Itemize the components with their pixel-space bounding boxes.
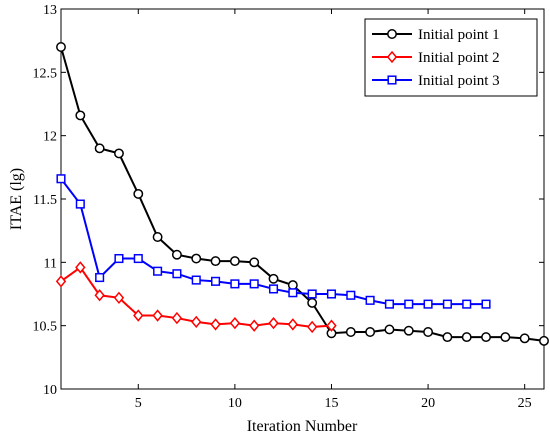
- data-point: [345, 327, 356, 337]
- series-layer: [55, 42, 549, 346]
- data-point: [75, 110, 86, 121]
- data-point: [481, 332, 491, 343]
- data-point: [230, 279, 240, 289]
- data-point: [56, 174, 66, 184]
- legend-item: Initial point 3: [372, 73, 500, 89]
- data-point: [307, 297, 318, 308]
- legend-marker: [386, 50, 398, 64]
- legend-label: Initial point 1: [418, 27, 500, 43]
- data-point: [442, 299, 452, 309]
- x-tick-label: 25: [518, 396, 532, 411]
- legend-label: Initial point 3: [418, 73, 500, 89]
- y-axis-label: ITAE (lg): [8, 168, 25, 230]
- data-point: [191, 253, 202, 264]
- data-point: [229, 256, 240, 267]
- data-point: [306, 320, 318, 334]
- data-point: [384, 324, 395, 335]
- legend-item: Initial point 2: [372, 50, 500, 66]
- data-point: [210, 318, 221, 331]
- data-point: [75, 261, 86, 274]
- data-point: [268, 316, 279, 330]
- data-point: [268, 284, 279, 294]
- data-point: [191, 315, 202, 329]
- y-tick-label: 12: [43, 130, 57, 145]
- data-point: [249, 319, 260, 332]
- data-point: [172, 269, 182, 279]
- legend-marker: [387, 75, 397, 85]
- data-point: [152, 309, 163, 322]
- y-tick-label: 11: [44, 256, 57, 271]
- data-point: [56, 42, 66, 52]
- data-point: [365, 295, 375, 305]
- data-point: [404, 299, 414, 309]
- data-point: [481, 299, 491, 309]
- data-point: [171, 249, 182, 260]
- x-tick-label: 5: [135, 396, 142, 411]
- data-point: [539, 335, 549, 346]
- data-point: [114, 253, 124, 264]
- data-point: [133, 188, 144, 199]
- data-point: [152, 232, 163, 242]
- data-point: [210, 256, 221, 267]
- data-point: [346, 290, 356, 300]
- data-point: [211, 276, 221, 286]
- x-tick-label: 15: [324, 396, 338, 411]
- x-tick-label: 20: [421, 396, 435, 411]
- data-point: [171, 311, 183, 325]
- legend: Initial point 1 Initial point 2 Initial po…: [364, 18, 538, 97]
- data-point: [461, 332, 472, 343]
- data-point: [403, 325, 414, 336]
- data-point: [153, 266, 163, 276]
- data-point: [288, 288, 298, 298]
- data-point: [249, 257, 260, 268]
- data-point: [94, 289, 105, 302]
- legend-marker: [387, 29, 397, 39]
- data-point: [365, 327, 376, 337]
- data-point: [95, 272, 105, 283]
- data-point: [326, 319, 337, 332]
- data-point: [94, 143, 105, 154]
- data-point: [113, 291, 125, 304]
- data-point: [384, 299, 394, 309]
- data-point: [462, 299, 472, 309]
- axis-ticks: 5 10 15 20 25 10 10.5 11 11.5 12 12.5 13: [33, 3, 544, 411]
- legend-item: Initial point 1: [372, 27, 500, 43]
- data-point: [229, 316, 241, 330]
- series-2: [55, 261, 337, 334]
- legend-label: Initial point 2: [418, 50, 500, 66]
- data-point: [133, 253, 143, 264]
- x-tick-label: 10: [228, 396, 242, 411]
- data-point: [287, 318, 299, 331]
- y-tick-label: 10.5: [33, 320, 58, 335]
- data-point: [191, 275, 201, 285]
- data-point: [519, 333, 530, 344]
- data-point: [442, 332, 453, 343]
- data-point: [249, 279, 259, 289]
- y-tick-label: 10: [43, 383, 57, 398]
- data-point: [423, 327, 434, 337]
- data-point: [55, 275, 67, 288]
- data-point: [287, 280, 298, 291]
- data-point: [326, 289, 337, 299]
- data-point: [268, 273, 279, 284]
- data-point: [75, 199, 85, 209]
- data-point: [133, 309, 144, 322]
- y-tick-label: 13: [43, 3, 57, 18]
- data-point: [423, 299, 433, 309]
- data-point: [307, 289, 317, 299]
- x-axis-label: Iteration Number: [247, 418, 358, 435]
- y-tick-label: 11.5: [33, 193, 57, 208]
- data-point: [114, 148, 124, 159]
- y-tick-label: 12.5: [33, 66, 58, 81]
- series-3: [56, 174, 491, 309]
- data-point: [500, 332, 511, 343]
